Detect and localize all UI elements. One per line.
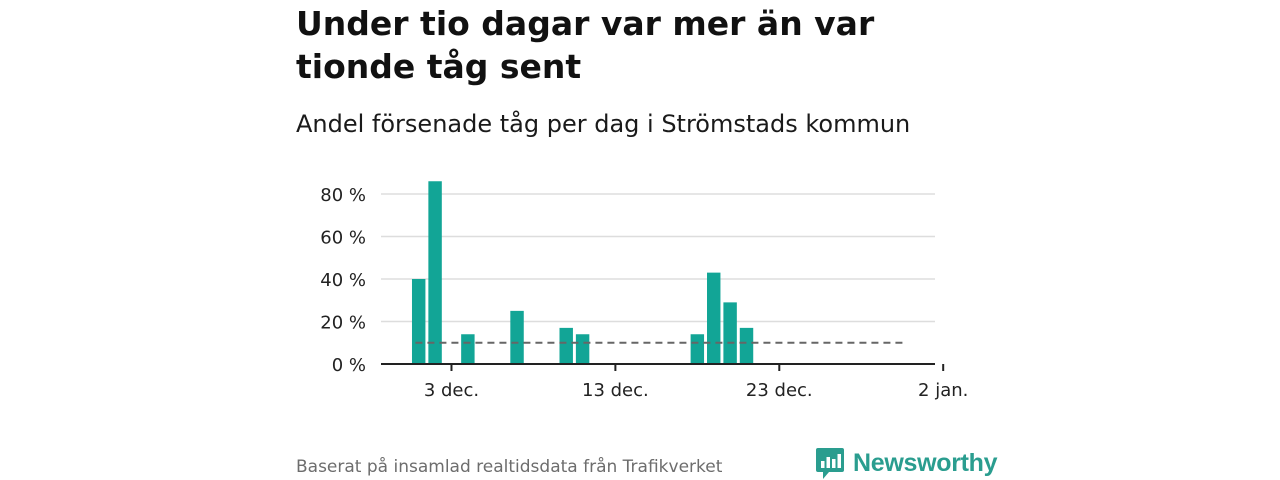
bar <box>428 181 442 364</box>
source-note: Baserat på insamlad realtidsdata från Tr… <box>296 457 723 477</box>
bar <box>739 327 754 364</box>
x-tick-label: 2 jan. <box>918 380 968 401</box>
bar <box>707 272 721 364</box>
bar <box>461 334 475 364</box>
x-tick-label: 13 dec. <box>582 380 649 401</box>
bar <box>723 302 737 364</box>
y-tick-label: 40 % <box>320 270 366 291</box>
bar <box>559 327 573 364</box>
bar-chart: 0 % 20 % 40 % 60 % 80 % 3 dec. 13 dec. 23 dec. 2… <box>320 181 968 401</box>
chart-subtitle: Andel försenade tåg per dag i Strömstads… <box>296 110 911 138</box>
brand-name: Newsworthy <box>853 448 998 477</box>
bar <box>575 334 590 364</box>
bar <box>690 334 705 364</box>
newsworthy-logo-icon <box>816 448 844 479</box>
bar <box>411 279 426 364</box>
y-tick-label: 80 % <box>320 185 366 206</box>
x-tick-label: 23 dec. <box>746 380 813 401</box>
y-tick-label: 20 % <box>320 313 366 334</box>
bar <box>510 310 524 364</box>
y-tick-label: 0 % <box>332 355 366 376</box>
newsworthy-logo: Newsworthy <box>815 446 998 480</box>
x-tick-label: 3 dec. <box>424 380 479 401</box>
y-tick-label: 60 % <box>320 228 366 249</box>
chart-title: Under tio dagar var mer än var tionde tå… <box>296 4 875 86</box>
